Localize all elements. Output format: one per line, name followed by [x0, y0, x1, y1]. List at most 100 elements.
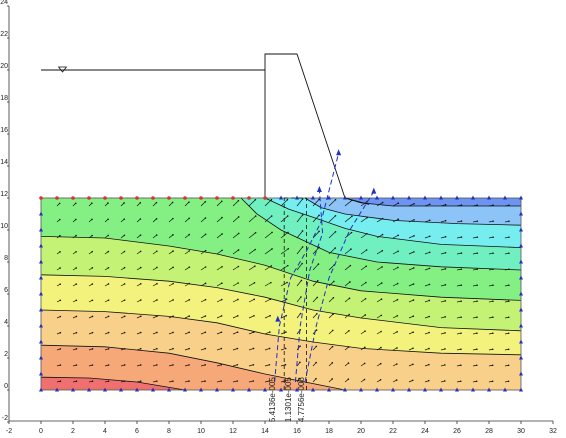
- vector-head: [155, 234, 158, 236]
- flow-vector: [392, 202, 399, 207]
- vector-head: [254, 231, 257, 234]
- vector-head: [91, 380, 94, 383]
- vector-head: [315, 345, 318, 348]
- vector-head: [348, 297, 351, 300]
- y-tick-label: 14: [0, 159, 8, 166]
- vector-head: [75, 331, 78, 334]
- x-tick-label: -2: [6, 428, 12, 435]
- flow-vector: [312, 199, 320, 207]
- y-tick-label: 16: [0, 127, 8, 134]
- vector-head: [492, 284, 494, 287]
- flow-vector: [360, 298, 366, 303]
- flow-vector: [200, 234, 206, 239]
- contour-line: [40, 274, 522, 332]
- vector-head: [268, 347, 271, 350]
- vector-head: [492, 316, 494, 319]
- flux-label: 1.1301e-005: [284, 377, 293, 422]
- boundary-marker: [391, 387, 395, 392]
- flow-vector: [376, 315, 382, 319]
- flow-vector: [168, 267, 174, 271]
- vector-head: [91, 250, 94, 253]
- vector-head: [508, 284, 510, 287]
- vector-head: [254, 198, 257, 201]
- vector-head: [254, 215, 257, 217]
- vector-head: [508, 204, 510, 207]
- vector-head: [396, 347, 398, 349]
- dam: [264, 53, 370, 205]
- vector-head: [284, 347, 287, 350]
- flow-vector: [264, 298, 271, 303]
- vector-head: [413, 219, 415, 221]
- boundary-marker: [215, 387, 219, 392]
- vector-head: [286, 215, 289, 217]
- vector-head: [301, 262, 303, 265]
- water-symbol: [57, 66, 68, 73]
- flow-vector: [376, 298, 382, 303]
- vector-head: [350, 231, 353, 234]
- vector-head: [476, 348, 478, 351]
- vector-head: [349, 281, 351, 283]
- boundary-marker: [375, 387, 379, 392]
- vector-head: [491, 364, 494, 367]
- x-tick-label: 32: [549, 428, 557, 435]
- vector-head: [204, 331, 207, 334]
- boundary-marker: [87, 387, 91, 392]
- vector-head: [74, 202, 77, 205]
- vector-head: [428, 331, 430, 334]
- boundary-marker: [407, 387, 411, 392]
- flow-vector: [248, 282, 255, 287]
- boundary-marker: [519, 339, 523, 344]
- vector-head: [107, 347, 110, 350]
- vector-head: [220, 331, 223, 334]
- vector-head: [364, 314, 367, 316]
- flow-vector: [184, 218, 190, 223]
- vector-head: [156, 282, 158, 285]
- vector-head: [254, 265, 256, 267]
- vector-head: [300, 279, 303, 282]
- vector-head: [139, 380, 142, 382]
- flow-vector: [232, 315, 238, 319]
- vector-head: [236, 380, 238, 382]
- flow-vector: [328, 215, 336, 223]
- vector-head: [331, 329, 334, 332]
- vector-head: [172, 364, 174, 366]
- vector-head: [188, 233, 191, 236]
- flow-vector: [360, 233, 368, 239]
- vector-head: [172, 266, 174, 269]
- flow-vector: [328, 346, 333, 351]
- vector-head: [270, 281, 272, 284]
- vector-head: [508, 220, 510, 223]
- flow-vector: [248, 315, 255, 319]
- vector-head: [460, 332, 462, 334]
- vector-head: [220, 200, 223, 203]
- boundary-marker: [71, 387, 75, 392]
- flow-vector: [328, 330, 334, 335]
- vector-head: [397, 266, 399, 269]
- vector-head: [443, 380, 446, 382]
- vector-head: [460, 316, 462, 318]
- boundary-marker: [327, 387, 331, 392]
- vector-head: [139, 315, 142, 318]
- boundary-marker: [407, 195, 411, 200]
- flow-vector: [424, 219, 430, 223]
- vector-head: [107, 266, 110, 269]
- boundary-marker: [39, 307, 43, 312]
- flow-vector: [184, 299, 190, 303]
- vector-head: [123, 202, 125, 204]
- vector-head: [460, 364, 462, 367]
- x-tick-label: 12: [229, 428, 237, 435]
- vector-head: [492, 204, 494, 206]
- vector-head: [381, 249, 384, 252]
- flow-vector: [344, 330, 350, 335]
- boundary-marker: [519, 259, 523, 264]
- boundary-marker: [119, 387, 123, 392]
- boundary-marker: [343, 387, 347, 392]
- vector-head: [75, 267, 78, 269]
- vector-head: [59, 331, 62, 334]
- boundary-marker: [423, 195, 427, 200]
- vector-head: [316, 296, 319, 299]
- vector-head: [413, 203, 415, 205]
- vector-head: [301, 214, 304, 216]
- boundary-marker: [39, 387, 43, 392]
- vector-head: [156, 364, 158, 366]
